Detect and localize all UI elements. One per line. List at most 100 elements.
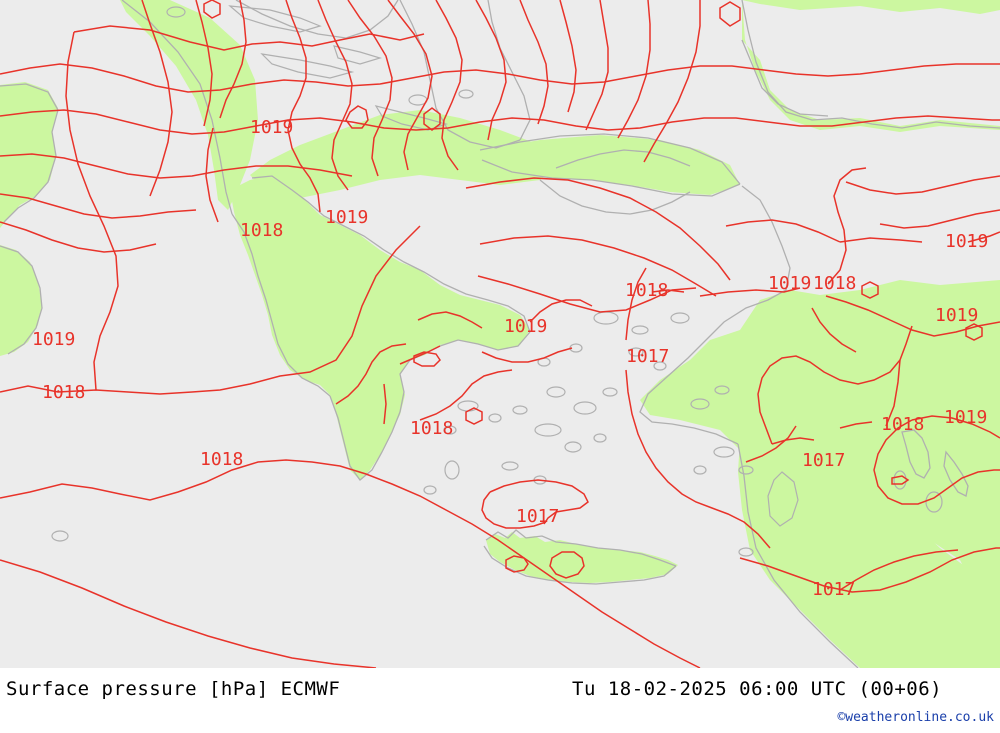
isobar-small-1 [413, 351, 441, 367]
isobar-cell-1 [345, 105, 369, 129]
isobar-layer [0, 0, 1000, 668]
isobar-label: 1019 [944, 407, 987, 428]
island-36 [458, 89, 474, 99]
pressure-contour-map[interactable]: 1019 1019 1018 1019 1018 1018 1019 1018 1017 1019… [0, 0, 1000, 668]
isobar-label: 1017 [812, 579, 855, 600]
isobar-h-02 [0, 109, 1000, 135]
island-06 [593, 433, 607, 443]
island-02 [573, 401, 597, 415]
isobar-label: 1018 [410, 418, 453, 439]
isobar-1017-central [625, 267, 647, 341]
land-greece-mainland [230, 175, 530, 480]
island-18 [690, 398, 710, 410]
island-20 [713, 446, 735, 458]
isobar-small-3 [861, 281, 879, 299]
isobar-1019-right-1 [699, 287, 801, 297]
isobar-b-01 [141, 0, 173, 197]
isobar-b-06 [347, 0, 393, 177]
isobar-1017-loop [489, 479, 589, 525]
isobar-label: 1018 [42, 382, 85, 403]
isobar-h-03 [0, 153, 353, 179]
isobar-label: 1019 [32, 329, 75, 350]
coastline-layer [0, 0, 1000, 668]
island-27 [738, 547, 754, 557]
island-14 [631, 325, 649, 335]
coast-anatolia-lake-2 [943, 450, 969, 497]
isobar-cell-3 [203, 0, 221, 19]
island-24 [423, 485, 437, 495]
coast-dalmatia [121, 0, 233, 215]
isobar-labels: 1019101910181019101810181019101810171019… [32, 117, 988, 600]
coast-turkey-inner [741, 39, 829, 117]
isobar-turk-2 [879, 209, 1000, 229]
isobar-label: 1019 [768, 273, 811, 294]
isobar-b-03 [219, 0, 247, 119]
island-23 [444, 460, 460, 480]
coast-river-1 [555, 149, 691, 169]
isobar-1019-cgreece-5 [335, 343, 407, 405]
coast-thrace-1 [479, 133, 741, 185]
map-canvas: 1019101910181019101810181019101810171019… [0, 0, 1000, 668]
land-balkans-greece-turkey [360, 0, 1000, 668]
isobar-1018-left-1 [0, 225, 421, 395]
isobar-1018-w-loop [65, 31, 119, 391]
isobar-h-04 [0, 193, 197, 219]
isobar-b-04 [285, 0, 321, 213]
isobar-b-13 [617, 0, 651, 139]
island-05 [564, 441, 582, 453]
isobar-1018-aegean-3 [477, 275, 697, 313]
island-10 [443, 425, 457, 435]
isobar-1018-nw [73, 25, 425, 51]
isobar-b-05 [317, 0, 353, 191]
isobar-cell-2 [423, 107, 441, 131]
coast-balkan-interior-3 [235, 0, 399, 39]
isobar-label: 1019 [935, 305, 978, 326]
island-21 [738, 465, 754, 475]
isobar-1019-cgreece-4 [399, 345, 441, 365]
isobar-1019-right-low-2 [873, 419, 1000, 505]
coast-italy-calabria [0, 245, 43, 355]
isobar-b-11 [559, 0, 577, 113]
coast-aegean-north [251, 175, 531, 333]
isobar-label: 1017 [802, 450, 845, 471]
island-31 [166, 6, 186, 18]
chart-valid-time: Tu 18-02-2025 06:00 UTC (00+06) [572, 678, 943, 700]
isobar-b-10 [519, 0, 549, 125]
land-thrace [480, 135, 740, 195]
coast-crete-south [483, 545, 677, 585]
isobar-b-14 [643, 0, 701, 163]
isobar-1019-top-right [839, 237, 923, 243]
island-25 [501, 461, 519, 471]
chart-title: Surface pressure [hPa] ECMWF [6, 678, 341, 700]
isobar-b-07 [387, 0, 433, 171]
isobar-small-2 [465, 407, 483, 425]
island-33 [260, 53, 355, 79]
isobar-1019-cgreece-3 [481, 347, 573, 363]
coast-crete-north [485, 529, 677, 567]
isobar-turk-1 [845, 175, 1000, 195]
isobar-1018-aegean-2 [479, 235, 717, 297]
coast-balkan-interior-1 [399, 0, 521, 149]
isobar-1018-peloponnese [383, 383, 387, 425]
coast-turkey-border [741, 0, 1000, 129]
island-11 [628, 347, 644, 357]
isobar-1018-aegean-1 [465, 177, 731, 281]
coast-balkan-interior-2 [487, 0, 531, 141]
isobar-h-01 [0, 63, 1000, 93]
isobar-1017-br-rise [839, 549, 959, 591]
copyright-link[interactable]: ©weatheronline.co.uk [837, 710, 994, 725]
land-dalmatia [120, 0, 258, 210]
coast-turkey-south [737, 443, 859, 668]
island-32 [228, 5, 322, 33]
island-04 [534, 423, 562, 437]
isobar-lr-1 [745, 425, 797, 463]
isobar-lr-2 [771, 437, 815, 445]
coast-turkey-west [639, 185, 791, 445]
land-anatolia-south [738, 440, 1000, 668]
isobar-label: 1019 [504, 316, 547, 337]
isobar-1019-cgreece [417, 311, 483, 329]
island-34 [333, 45, 383, 65]
aegean-islands-layer [51, 5, 943, 557]
isobar-label: 1018 [813, 273, 856, 294]
